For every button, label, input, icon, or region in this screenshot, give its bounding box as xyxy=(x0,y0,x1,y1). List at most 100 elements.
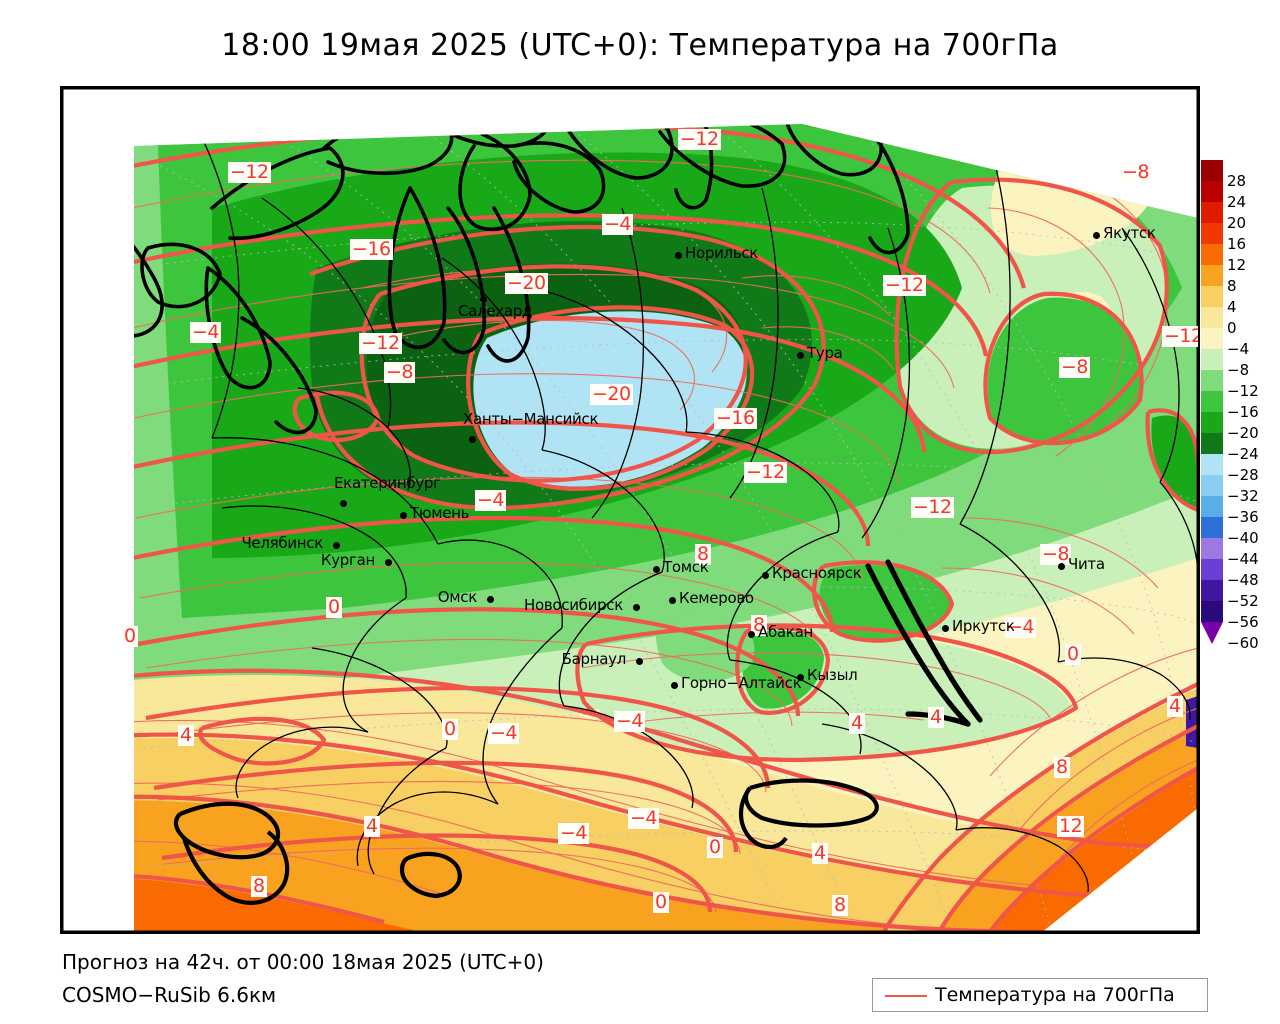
city-dot-icon xyxy=(1093,232,1100,239)
city-label: Норильск xyxy=(685,244,759,262)
colorbar-tick-4: 12 xyxy=(1227,256,1247,274)
contour-label: −4 xyxy=(1005,616,1037,638)
city-label: Екатеринбург xyxy=(334,474,441,492)
city-dot-icon xyxy=(400,512,407,519)
colorbar-swatch-13 xyxy=(1201,433,1223,454)
contour-label: 4 xyxy=(928,706,944,728)
contour-label: −12 xyxy=(883,274,926,296)
colorbar-tick-16: −36 xyxy=(1227,508,1259,526)
colorbar-tick-7: 0 xyxy=(1227,319,1237,337)
contour-label: 12 xyxy=(1057,815,1085,837)
contour-label: 8 xyxy=(1054,756,1070,778)
colorbar-tick-19: −48 xyxy=(1227,571,1259,589)
city-dot-icon xyxy=(675,252,682,259)
colorbar-swatch-4 xyxy=(1201,244,1223,265)
colorbar-tick-2: 20 xyxy=(1227,214,1247,232)
colorbar-swatch-10 xyxy=(1201,370,1223,391)
map-legend-box: Температура на 700гПа xyxy=(872,978,1208,1012)
contour-label: −4 xyxy=(190,321,222,343)
contour-label: 0 xyxy=(122,625,138,647)
city-label: Челябинск xyxy=(241,534,323,552)
city-label: Абакан xyxy=(758,623,813,641)
contour-label: 0 xyxy=(653,891,669,913)
contour-label: −16 xyxy=(350,238,393,260)
contour-label: 8 xyxy=(832,894,848,916)
colorbar-swatch-14 xyxy=(1201,454,1223,475)
city-dot-icon xyxy=(669,597,676,604)
city-label: Салехард xyxy=(458,302,533,320)
colorbar-swatch-16 xyxy=(1201,496,1223,517)
colorbar-tick-10: −12 xyxy=(1227,382,1259,400)
legend-label: Температура на 700гПа xyxy=(935,984,1175,1006)
contour-label: −8 xyxy=(1120,161,1152,183)
city-dot-icon xyxy=(487,596,494,603)
colorbar-tick-14: −28 xyxy=(1227,466,1259,484)
contour-label: 0 xyxy=(326,596,342,618)
colorbar-tick-15: −32 xyxy=(1227,487,1259,505)
colorbar-swatch-12 xyxy=(1201,412,1223,433)
city-dot-icon xyxy=(797,352,804,359)
contour-label: −8 xyxy=(1059,356,1091,378)
colorbar-swatch-6 xyxy=(1201,286,1223,307)
colorbar-tick-17: −40 xyxy=(1227,529,1259,547)
colorbar-swatch-1 xyxy=(1201,181,1223,202)
colorbar-swatch-11 xyxy=(1201,391,1223,412)
contour-label: −12 xyxy=(911,496,954,518)
contour-label: −12 xyxy=(359,332,402,354)
city-dot-icon xyxy=(333,542,340,549)
colorbar-tick-1: 24 xyxy=(1227,193,1247,211)
contour-label: 4 xyxy=(364,815,380,837)
city-dot-icon xyxy=(340,500,347,507)
city-dot-icon xyxy=(762,572,769,579)
colorbar-swatch-15 xyxy=(1201,475,1223,496)
city-dot-icon xyxy=(385,559,392,566)
contour-label: −20 xyxy=(505,272,548,294)
city-label: Томск xyxy=(663,558,709,576)
contour-label: −8 xyxy=(1040,543,1072,565)
city-dot-icon xyxy=(653,566,660,573)
contour-label: −8 xyxy=(384,361,416,383)
city-label: Тура xyxy=(807,344,843,362)
legend-line-swatch xyxy=(885,995,927,997)
city-label: Омск xyxy=(437,588,478,606)
contour-label: −12 xyxy=(678,128,721,150)
city-dot-icon xyxy=(633,604,640,611)
model-info-line: COSMO−RuSib 6.6км xyxy=(62,983,277,1007)
temperature-map xyxy=(62,88,1198,932)
colorbar-tick-9: −8 xyxy=(1227,361,1250,379)
city-label: Тюмень xyxy=(410,504,470,522)
city-dot-icon xyxy=(942,625,949,632)
contour-label: 4 xyxy=(178,724,194,746)
city-dot-icon xyxy=(480,296,487,303)
city-label: Курган xyxy=(320,551,375,569)
city-label: Горно−Алтайск xyxy=(681,674,802,692)
city-label: Чита xyxy=(1068,555,1105,573)
colorbar-swatch-8 xyxy=(1201,328,1223,349)
contour-label: −4 xyxy=(602,213,634,235)
contour-label: −4 xyxy=(475,489,507,511)
city-label: Новосибирск xyxy=(524,596,623,614)
colorbar-swatch-18 xyxy=(1201,538,1223,559)
colorbar-tick-11: −16 xyxy=(1227,403,1259,421)
city-label: Иркутск xyxy=(952,617,1015,635)
map-frame: −12 −12 −8 −16 −4 −20 −12 −4 −12 −12 −8 −8 −20 −16 −4 −… xyxy=(60,86,1200,934)
contour-label: 4 xyxy=(812,842,828,864)
colorbar-tick-6: 4 xyxy=(1227,298,1237,316)
colorbar-swatch-3 xyxy=(1201,223,1223,244)
colorbar-tick-labels: 28 24 20 16 12 8 4 0 −4 −8 −12 −16 −20 −24 −28 −32 −36 −4… xyxy=(1227,171,1259,654)
colorbar-swatch-17 xyxy=(1201,517,1223,538)
contour-label: −4 xyxy=(488,722,520,744)
city-label: Кемерово xyxy=(679,589,754,607)
colorbar-tick-22: −60 xyxy=(1227,634,1259,652)
colorbar-swatch-2 xyxy=(1201,202,1223,223)
colorbar-swatch-5 xyxy=(1201,265,1223,286)
contour-label: 0 xyxy=(442,718,458,740)
colorbar xyxy=(1201,160,1223,622)
contour-label: −16 xyxy=(714,407,757,429)
contour-label: 4 xyxy=(849,712,865,734)
contour-label: −4 xyxy=(614,710,646,732)
city-dot-icon xyxy=(1058,563,1065,570)
colorbar-tick-21: −56 xyxy=(1227,613,1259,631)
colorbar-tick-18: −44 xyxy=(1227,550,1259,568)
contour-label: −4 xyxy=(558,822,590,844)
